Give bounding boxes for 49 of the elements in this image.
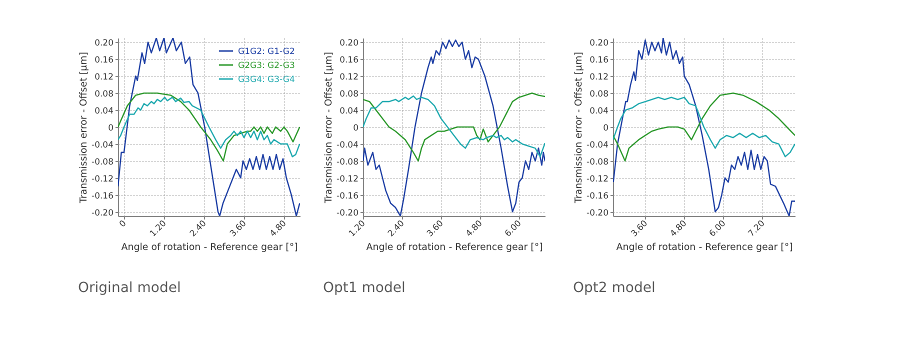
y-tick-label: -0.16	[336, 191, 358, 202]
y-tick-label: -0.20	[586, 208, 608, 218]
y-tick-label: -0.04	[336, 140, 358, 150]
x-axis-title: Angle of rotation - Reference gear [°]	[366, 242, 543, 254]
y-tick-label: 0.16	[94, 56, 114, 66]
y-tick-label: 0.04	[94, 106, 114, 117]
y-tick-label: 0.04	[590, 106, 608, 117]
x-tick-label: 0	[118, 218, 129, 230]
y-tick-label: -0.20	[336, 208, 358, 218]
y-tick-label: -0.16	[92, 191, 114, 202]
x-axis-title: Angle of rotation - Reference gear [°]	[616, 242, 793, 254]
y-tick-label: 0.20	[340, 38, 358, 49]
y-tick-label: 0.16	[590, 56, 608, 66]
y-axis-title: Transmission error - Offset [µm]	[574, 52, 585, 204]
legend-label: G1G2: G1-G2	[238, 47, 295, 57]
y-tick-label: -0.04	[92, 140, 114, 150]
text: Opt2 model	[573, 280, 656, 296]
y-tick-label: 0.08	[94, 90, 114, 100]
y-tick-label: -0.12	[586, 174, 608, 184]
line-series	[613, 38, 795, 216]
legend-label: G2G3: G2-G3	[238, 61, 295, 71]
text: Original model	[78, 280, 181, 296]
y-tick-label: 0.12	[340, 72, 358, 83]
y-tick-label: 0.12	[94, 72, 114, 83]
y-tick-label: -0.12	[336, 174, 358, 184]
y-tick-label: 0.12	[590, 72, 608, 83]
y-tick-label: -0.20	[92, 208, 114, 218]
x-axis-title: Angle of rotation - Reference gear [°]	[121, 242, 298, 254]
text: Opt1 model	[323, 280, 406, 296]
y-tick-label: -0.16	[586, 191, 608, 202]
y-tick-label: -0.08	[336, 157, 358, 168]
legend-label: G3G4: G3-G4	[238, 75, 295, 85]
y-axis-title: Transmission error - Offset [µm]	[78, 52, 90, 204]
y-tick-label: 0.16	[340, 56, 358, 66]
y-tick-label: -0.12	[92, 174, 114, 184]
y-tick-label: 0	[108, 124, 114, 134]
y-tick-label: 0.08	[590, 90, 608, 100]
y-tick-label: 0.20	[590, 38, 608, 49]
y-tick-label: 0	[353, 124, 358, 134]
y-axis-title: Transmission error - Offset [µm]	[324, 52, 335, 204]
y-tick-label: -0.08	[92, 157, 114, 168]
line-series	[118, 38, 300, 216]
y-tick-label: 0.08	[340, 90, 358, 100]
y-tick-label: -0.08	[586, 157, 608, 168]
y-tick-label: 0.04	[340, 106, 358, 117]
line-series	[363, 39, 545, 216]
y-tick-label: 0	[603, 124, 608, 134]
y-tick-label: 0.20	[94, 38, 114, 49]
y-tick-label: -0.04	[586, 140, 608, 150]
